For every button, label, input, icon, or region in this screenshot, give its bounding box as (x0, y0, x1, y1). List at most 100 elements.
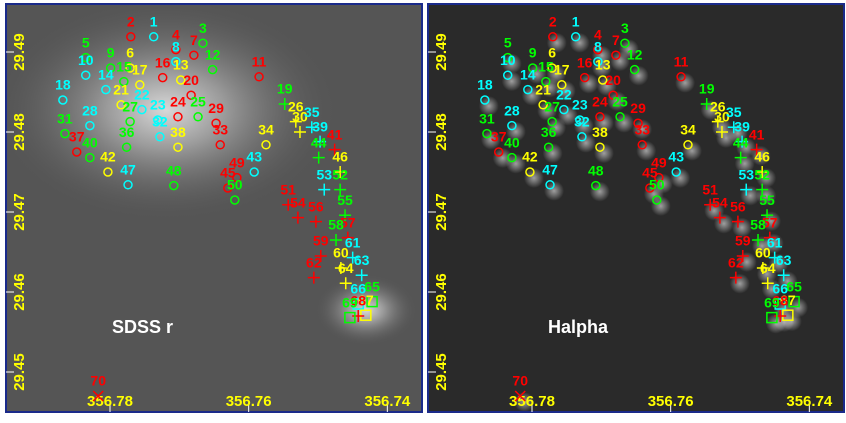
emission-blob (607, 91, 628, 112)
region-marker (620, 38, 630, 48)
region-marker (189, 50, 199, 60)
region-marker (615, 112, 625, 122)
region-label: 69 (342, 294, 358, 310)
region-marker (766, 311, 778, 324)
region-marker (629, 64, 640, 75)
region-marker (654, 172, 664, 183)
region-marker (305, 121, 318, 134)
region-marker (756, 166, 769, 178)
y-tick-label: 29.47 (11, 193, 28, 231)
region-label: 3 (199, 20, 207, 36)
region-marker (207, 64, 218, 75)
region-label: 68 (350, 293, 366, 309)
emission-blob (609, 51, 630, 72)
region-marker (352, 298, 364, 310)
region-label: 31 (479, 110, 495, 126)
region-label: 38 (170, 124, 186, 140)
region-marker (538, 100, 548, 110)
region-marker (341, 231, 354, 244)
emission-blob (752, 236, 773, 256)
y-tick-label: 29.46 (433, 273, 450, 311)
region-label: 15 (116, 58, 132, 74)
region-label: 18 (477, 77, 493, 93)
region-label: 70 (512, 373, 528, 389)
region-label: 25 (190, 94, 206, 110)
region-marker (683, 140, 693, 150)
region-marker (58, 95, 68, 105)
panel-label: Halpha (548, 317, 609, 337)
emission-blob (756, 185, 777, 206)
region-marker (523, 84, 533, 95)
emission-blob (546, 117, 567, 138)
emission-blob (505, 153, 526, 174)
region-marker (704, 198, 717, 211)
region-marker (157, 72, 168, 83)
emission-blob (501, 71, 522, 92)
region-label: 35 (726, 104, 742, 120)
region-marker (119, 76, 129, 87)
region-marker (155, 132, 165, 142)
region-label: 7 (190, 32, 198, 48)
region-label: 41 (327, 126, 343, 142)
region-label: 44 (733, 134, 749, 150)
region-label: 57 (762, 214, 778, 230)
region-marker (360, 309, 372, 321)
region-marker (652, 195, 662, 205)
region-marker (557, 80, 567, 90)
region-marker (527, 63, 538, 73)
region-marker (135, 80, 145, 90)
region-label: 27 (122, 98, 138, 114)
region-label: 8 (172, 38, 180, 54)
region-marker (230, 195, 240, 205)
panel (6, 4, 422, 412)
emission-blob (675, 72, 696, 93)
region-marker (595, 112, 605, 122)
region-marker (125, 63, 135, 73)
emission-blob (750, 145, 771, 166)
region-marker (633, 118, 643, 128)
region-label: 39 (312, 118, 328, 134)
region-marker (752, 234, 765, 246)
region-label: 10 (78, 52, 94, 68)
region-marker (223, 183, 233, 193)
region-marker (125, 116, 135, 127)
region-marker (482, 128, 492, 139)
region-marker (153, 115, 163, 125)
region-label: 50 (649, 177, 665, 193)
region-marker (547, 116, 557, 127)
region-label: 62 (728, 254, 744, 270)
region-marker (502, 52, 513, 63)
region-label: 61 (767, 234, 783, 250)
x-tick-label: 356.76 (648, 393, 694, 410)
region-label: 32 (152, 114, 168, 130)
region-label: 41 (749, 126, 765, 142)
region-marker (700, 98, 713, 110)
region-label: 53 (316, 166, 332, 182)
region-label: 34 (680, 122, 696, 138)
region-label: 10 (500, 52, 516, 68)
region-label: 47 (542, 162, 558, 178)
region-label: 44 (311, 134, 327, 150)
emission-blob (593, 143, 614, 164)
region-marker (548, 32, 558, 42)
region-marker (715, 126, 728, 138)
region-label: 67 (780, 292, 796, 308)
region-marker (289, 115, 302, 128)
emission-blob (734, 153, 755, 174)
region-label: 42 (522, 149, 538, 165)
region-label: 38 (592, 124, 608, 140)
emission-blob (761, 211, 782, 232)
region-marker (777, 269, 790, 282)
region-label: 46 (754, 149, 770, 165)
region-marker (193, 112, 203, 122)
region-marker (591, 180, 601, 191)
region-label: 26 (288, 98, 304, 114)
region-marker (577, 132, 587, 142)
region-marker (736, 250, 749, 262)
region-label: 59 (313, 233, 329, 249)
emission-blob (523, 168, 544, 188)
region-marker (169, 180, 179, 191)
y-tick-label: 29.46 (11, 273, 28, 311)
emission-blob (546, 32, 567, 53)
